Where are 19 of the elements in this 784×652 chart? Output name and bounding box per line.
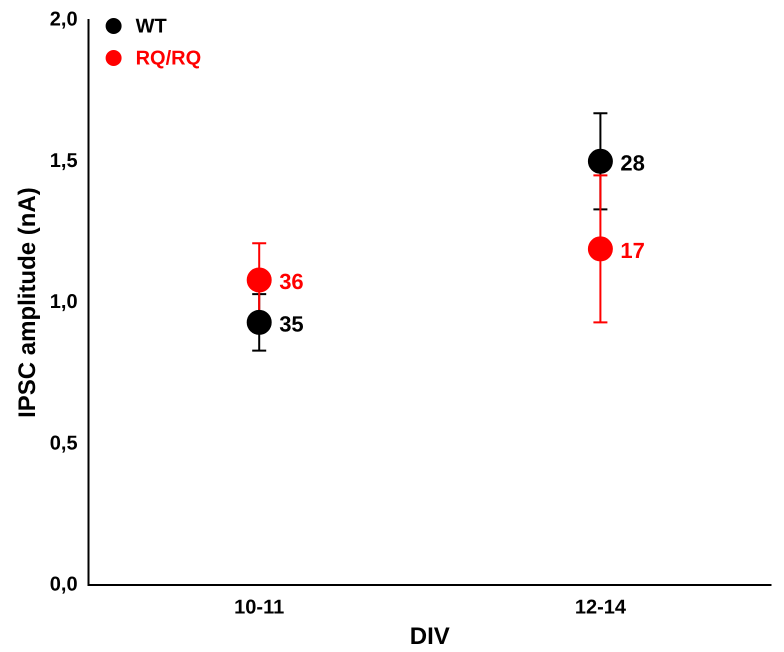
x-tick-label: 12-14	[574, 596, 627, 619]
y-tick-label: 0,5	[50, 432, 78, 454]
y-tick-label: 0,0	[50, 574, 78, 596]
point	[588, 236, 613, 262]
point	[588, 148, 613, 174]
annotation: 36	[279, 269, 304, 294]
annotation: 35	[279, 311, 304, 336]
point	[246, 310, 272, 335]
annotation: 28	[620, 150, 645, 176]
point	[246, 267, 272, 292]
y-tick-label: 2,0	[50, 8, 78, 31]
x-tick-label: 10-11	[234, 596, 284, 619]
annotation: 17	[620, 238, 645, 263]
y-tick-label: 1,0	[50, 291, 78, 314]
y-axis-title: IPSC amplitude (nA)	[14, 187, 42, 418]
y-tick-label: 1,5	[50, 150, 78, 172]
legend-label: RQ/RQ	[136, 48, 202, 70]
legend-label: WT	[136, 16, 167, 38]
x-axis-title: DIV	[410, 623, 450, 650]
